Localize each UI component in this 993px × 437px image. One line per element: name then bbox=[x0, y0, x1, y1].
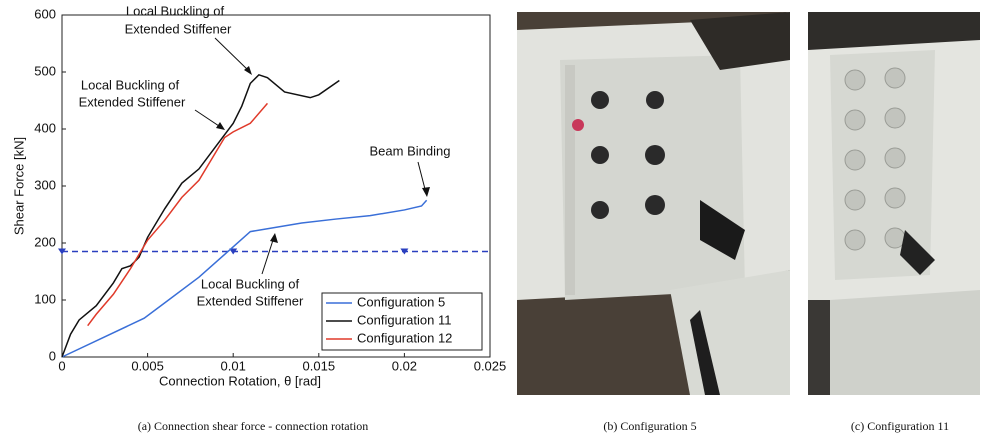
annotation-text: Beam Binding bbox=[370, 143, 451, 158]
reference-marker bbox=[229, 248, 238, 255]
x-tick-label: 0.015 bbox=[303, 358, 336, 373]
annotation-arrow bbox=[261, 236, 275, 275]
x-tick-label: 0.02 bbox=[392, 358, 417, 373]
reference-marker bbox=[58, 248, 66, 255]
caption: (c) Configuration 11 bbox=[851, 419, 949, 433]
annotation-text: Extended Stiffener bbox=[197, 293, 304, 308]
caption: (b) Configuration 5 bbox=[603, 419, 696, 433]
x-tick-label: 0.005 bbox=[131, 358, 164, 373]
annotation: Local Buckling of Extended Stiffener bbox=[79, 77, 225, 130]
annotation-arrow bbox=[214, 37, 251, 73]
legend-label: Configuration 5 bbox=[357, 294, 445, 309]
y-tick-label: 600 bbox=[34, 6, 56, 21]
legend-label: Configuration 11 bbox=[357, 312, 451, 327]
x-tick-label: 0.01 bbox=[221, 358, 246, 373]
caption: (a) Connection shear force - connection … bbox=[138, 419, 369, 433]
y-tick-label: 500 bbox=[34, 63, 56, 78]
y-tick-label: 0 bbox=[49, 348, 56, 363]
annotation: Local Buckling of Extended Stiffener bbox=[197, 233, 304, 308]
annotation: Local Buckling of Extended Stiffener bbox=[125, 3, 252, 75]
annotation-text: Extended Stiffener bbox=[125, 21, 232, 36]
x-tick-label: 0.025 bbox=[474, 358, 507, 373]
annotation: Beam Binding bbox=[370, 143, 451, 197]
y-axis-label: Shear Force [kN] bbox=[11, 137, 26, 235]
annotation-text: Extended Stiffener bbox=[79, 94, 186, 109]
legend-label: Configuration 12 bbox=[357, 330, 452, 345]
y-tick-label: 400 bbox=[34, 120, 56, 135]
annotation-text: Local Buckling of bbox=[201, 276, 300, 291]
y-tick-label: 100 bbox=[34, 291, 56, 306]
x-axis-label: Connection Rotation, θ [rad] bbox=[159, 373, 321, 388]
series-line bbox=[61, 73, 340, 358]
reference-marker bbox=[400, 248, 409, 255]
photo-configuration-11 bbox=[808, 12, 980, 395]
annotation-text: Local Buckling of bbox=[81, 77, 180, 92]
photo-configuration-5 bbox=[517, 12, 790, 395]
annotation-text: Local Buckling of bbox=[126, 3, 225, 18]
series-line bbox=[61, 199, 428, 358]
y-tick-label: 300 bbox=[34, 177, 56, 192]
x-tick-label: 0 bbox=[58, 358, 65, 373]
series-line bbox=[87, 102, 269, 327]
annotation-arrow bbox=[194, 109, 223, 129]
y-tick-label: 200 bbox=[34, 234, 56, 249]
